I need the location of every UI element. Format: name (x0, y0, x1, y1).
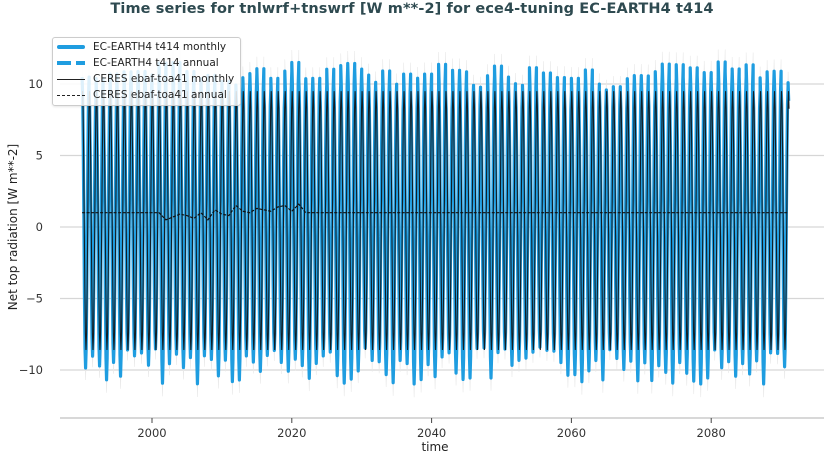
x-tick-label: 2080 (697, 426, 726, 440)
chart-title: Time series for tnlwrf+tnswrf [W m**-2] … (110, 1, 714, 17)
y-tick-label: 5 (36, 149, 43, 163)
x-tick-label: 2040 (417, 426, 446, 440)
x-tick-label: 2060 (557, 426, 586, 440)
x-tick-label: 2020 (277, 426, 306, 440)
axes: 10 5 0 −5 −10 2000 2020 2040 2060 2080 (19, 77, 824, 440)
legend-item-obs-annual: CERES ebaf-toa41 annual (57, 87, 239, 103)
legend-item-obs-monthly: CERES ebaf-toa41 monthly (57, 71, 239, 87)
y-tick-label: −5 (26, 292, 43, 306)
x-tick-label: 2000 (137, 426, 166, 440)
thick-solid-line-icon (57, 42, 85, 52)
y-tick-label: −10 (19, 363, 43, 377)
x-axis-label: time (421, 440, 449, 454)
y-tick-label: 0 (36, 220, 43, 234)
y-tick-label: 10 (28, 77, 43, 91)
legend-item-model-monthly: EC-EARTH4 t414 monthly (57, 39, 239, 55)
thin-dashed-line-icon (57, 90, 85, 100)
y-axis-label: Net top radiation [W m**-2] (6, 143, 20, 311)
legend-item-model-annual: EC-EARTH4 t414 annual (57, 55, 239, 71)
thick-dashed-line-icon (57, 58, 85, 68)
legend: EC-EARTH4 t414 monthly EC-EARTH4 t414 an… (52, 37, 241, 106)
thin-solid-line-icon (57, 74, 85, 84)
